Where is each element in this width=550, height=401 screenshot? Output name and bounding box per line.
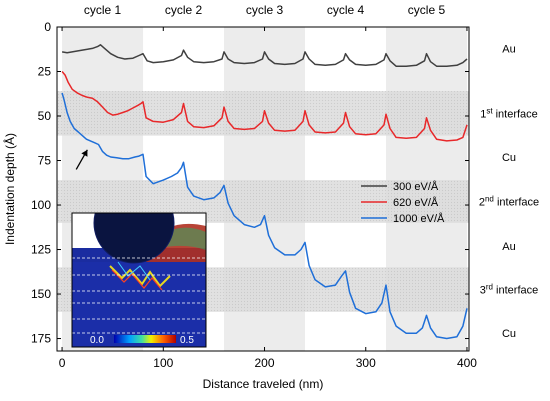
series-lines-layer — [61, 44, 468, 340]
colorbar-min-label: 0.0 — [90, 335, 104, 346]
cycle-label-4: cycle 4 — [327, 3, 365, 17]
layer-label-au-1: Au — [502, 43, 515, 55]
y-tick-label-125: 125 — [31, 243, 51, 257]
annotation-arrow-head — [81, 149, 88, 157]
x-tick-label-0: 0 — [59, 356, 66, 370]
x-tick-label-300: 300 — [356, 356, 376, 370]
interface-label-3: 3rd interface — [480, 283, 539, 297]
y-tick-label-0: 0 — [44, 20, 51, 34]
x-tick-label-100: 100 — [153, 356, 173, 370]
axis-ticks-layer: 0 100 200 300 400 0 25 50 75 100 125 150 175 — [31, 20, 477, 370]
inset-colorbar — [114, 335, 176, 343]
cycle-label-3: cycle 3 — [246, 3, 284, 17]
legend: 300 eV/Å 620 eV/Å 1000 eV/Å — [361, 180, 445, 225]
layer-label-au-3: Au — [502, 241, 515, 253]
y-axis-title: Indentation depth (Å) — [2, 133, 17, 245]
cycle-label-5: cycle 5 — [408, 3, 446, 17]
y-tick-label-75: 75 — [38, 154, 52, 168]
y-tick-label-100: 100 — [31, 198, 51, 212]
y-tick-label-150: 150 — [31, 287, 51, 301]
series-line-1 — [61, 44, 468, 67]
layer-labels-layer: 1st interface 2nd interface 3rd interface A… — [479, 43, 539, 340]
inset-simulation-snapshot: 0.0 0.5 — [71, 212, 207, 348]
layer-label-cu-4: Cu — [502, 328, 516, 340]
x-tick-label-200: 200 — [255, 356, 275, 370]
plot-frame — [56, 26, 470, 352]
x-tick-label-400: 400 — [457, 356, 477, 370]
cycle-label-2: cycle 2 — [165, 3, 203, 17]
annotation-arrow-layer — [75, 149, 88, 170]
colorbar-max-label: 0.5 — [180, 335, 194, 346]
layer-label-cu-2: Cu — [502, 152, 516, 164]
y-tick-label-50: 50 — [38, 109, 52, 123]
series-line-3 — [61, 92, 468, 340]
interface-label-2: 2nd interface — [479, 194, 539, 208]
interface-band-1 — [57, 91, 469, 136]
cycle-labels-layer: cycle 1 cycle 2 cycle 3 cycle 4 cycle 5 — [84, 3, 446, 17]
legend-label-2: 620 eV/Å — [393, 196, 439, 209]
y-tick-label-175: 175 — [31, 332, 51, 346]
y-tick-label-25: 25 — [38, 65, 52, 79]
legend-label-1: 300 eV/Å — [393, 180, 439, 193]
x-axis-title: Distance traveled (nm) — [203, 377, 324, 391]
indenter-sphere — [94, 213, 174, 263]
interface-label-1: 1st interface — [480, 106, 538, 120]
cycle-label-1: cycle 1 — [84, 3, 122, 17]
legend-label-3: 1000 eV/Å — [393, 212, 445, 225]
series-line-2 — [61, 71, 468, 142]
